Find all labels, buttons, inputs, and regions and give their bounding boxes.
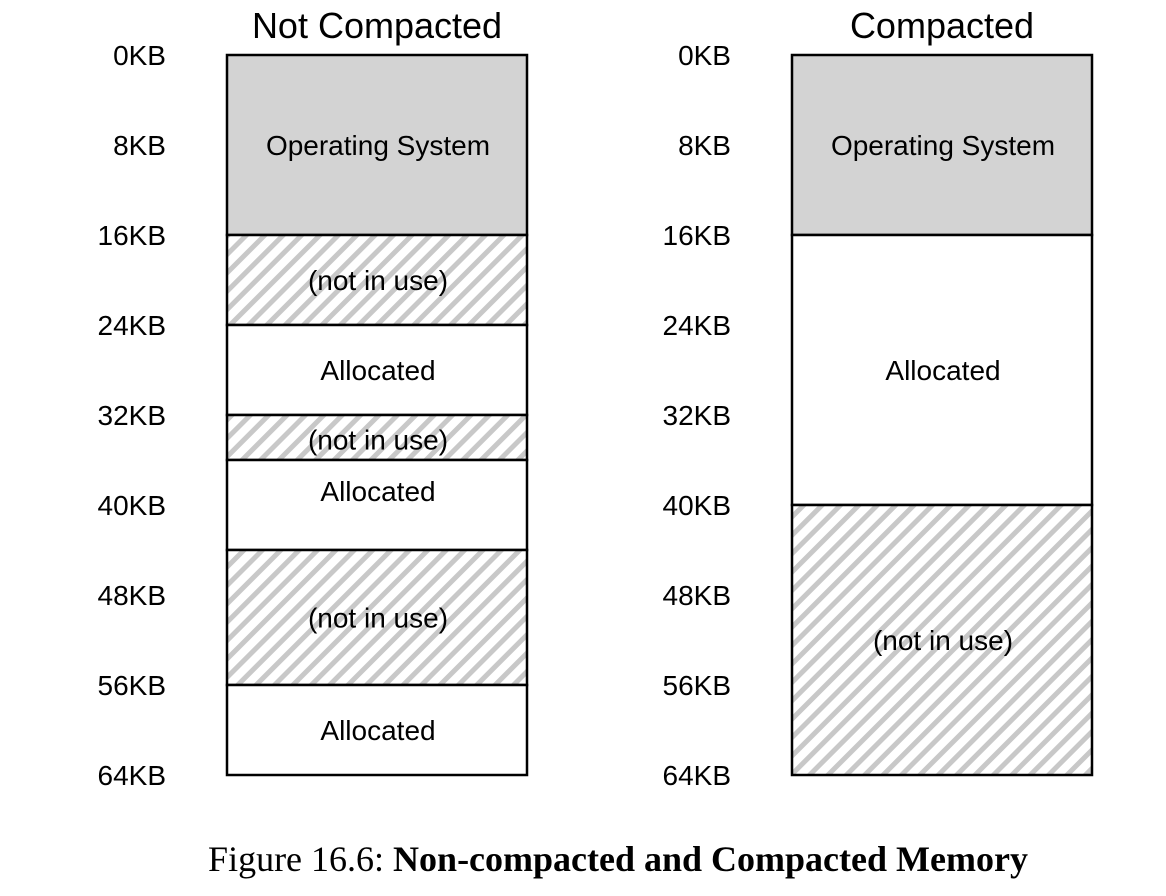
figure-caption: Figure 16.6: Non-compacted and Compacted… (0, 838, 1166, 880)
panel-title: Not Compacted (252, 5, 502, 46)
panel-title: Compacted (850, 5, 1034, 46)
segment-label: (not in use) (308, 603, 448, 634)
address-label: 64KB (663, 760, 732, 791)
memory-panel-not-compacted: Not Compacted 0KB 8KB 16KB 24KB 32KB 40KB 48KB 5… (98, 5, 529, 791)
address-label: 40KB (663, 490, 732, 521)
address-label: 16KB (663, 220, 732, 251)
memory-panel-compacted: Compacted 0KB 8KB 16KB 24KB 32KB 40KB 48KB 56KB 6… (663, 5, 1094, 791)
segment-label: (not in use) (308, 265, 448, 296)
segment-label: Operating System (266, 130, 490, 161)
free-segment (790, 503, 1094, 777)
address-label: 0KB (113, 40, 166, 71)
address-label: 48KB (663, 580, 732, 611)
segment-label: Allocated (885, 355, 1000, 386)
segment-label: (not in use) (308, 425, 448, 456)
address-label: 32KB (663, 400, 732, 431)
address-label: 24KB (98, 310, 167, 341)
free-segment (225, 413, 529, 462)
address-label: 24KB (663, 310, 732, 341)
address-label: 0KB (678, 40, 731, 71)
address-label: 40KB (98, 490, 167, 521)
caption-prefix: Figure 16.6: (208, 839, 385, 879)
allocated-segment (225, 323, 529, 417)
address-label: 8KB (113, 130, 166, 161)
address-label: 8KB (678, 130, 731, 161)
segment-label: Allocated (320, 355, 435, 386)
free-segment (225, 548, 529, 687)
address-label: 56KB (663, 670, 732, 701)
segment-label: (not in use) (873, 625, 1013, 656)
segment-label: Allocated (320, 476, 435, 507)
segment-label: Operating System (831, 130, 1055, 161)
address-label: 32KB (98, 400, 167, 431)
os-segment (225, 53, 529, 237)
address-label: 16KB (98, 220, 167, 251)
address-label: 48KB (98, 580, 167, 611)
address-label: 64KB (98, 760, 167, 791)
caption-title: Non-compacted and Compacted Memory (393, 839, 1028, 879)
segment-label: Allocated (320, 715, 435, 746)
os-segment (790, 53, 1094, 237)
address-label: 56KB (98, 670, 167, 701)
allocated-segment (225, 683, 529, 777)
free-segment (225, 233, 529, 327)
